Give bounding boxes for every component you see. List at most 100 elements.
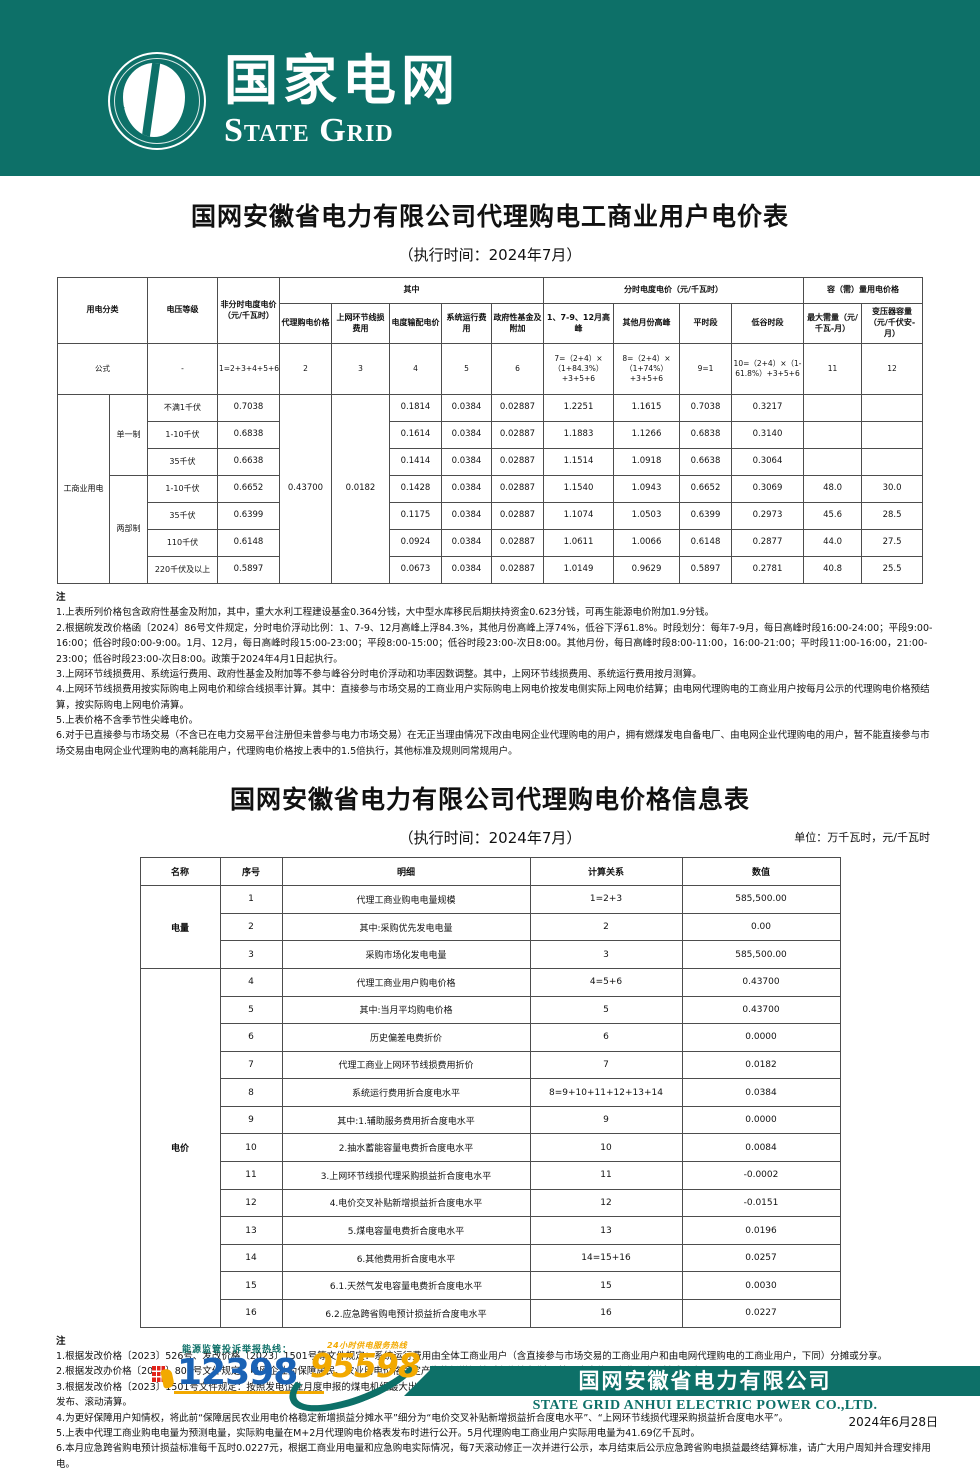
cell-max-demand: 48.0 (803, 475, 863, 503)
note-item: 6.本月应急跨省购电预计损益标准每千瓦时0.0227元，根据工商业用电量和应急购… (56, 1443, 931, 1470)
cell-non-tou: 0.7038 (216, 394, 280, 422)
cell-no: 11 (219, 1161, 283, 1190)
cell-detail: 历史偏差电费折价 (281, 1023, 531, 1052)
cell-valley: 0.2973 (730, 502, 805, 530)
hotline-12398-caption: 能源监管投诉举报热线： (182, 1345, 293, 1355)
hotline-underline (174, 1391, 324, 1395)
table-row: 5 其中:当月平均购电价格 5 0.43700 (140, 995, 841, 1025)
cell-no: 15 (219, 1271, 283, 1301)
formula-non-tou: 1=2+3+4+5+6 (216, 343, 280, 395)
cell-relation: 9 (529, 1105, 683, 1135)
cell-no: 3 (219, 940, 283, 969)
formula-label: 公式 (56, 343, 148, 395)
cell-value: 585,500.00 (681, 885, 841, 914)
table-row: 14 6.其他费用折合度电水平 14=15+16 0.0257 (140, 1243, 841, 1273)
cell-gov-fund: 0.02887 (490, 448, 544, 476)
cell-transmission: 0.0924 (388, 529, 442, 557)
cell-value: 0.43700 (681, 995, 841, 1025)
cell-transformer-cap: 30.0 (861, 475, 924, 503)
th-capacity-group: 容（需）量用电价格 (803, 277, 924, 304)
cell-no: 13 (219, 1216, 283, 1245)
cell-detail: 其中:采购优先发电电量 (281, 912, 531, 942)
table-row: 15 6.1.天然气发电容量电费折合度电水平 15 0.0030 (140, 1271, 841, 1301)
th-gov-fund: 政府性基金及附加 (490, 303, 544, 344)
formula-peak-b: 8=（2+4）×（1+74%）+3+5+6 (612, 343, 680, 395)
cell-relation: 8=9+10+11+12+13+14 (529, 1078, 683, 1107)
cell-system-op: 0.0384 (440, 475, 492, 503)
cell-grid-loss: 0.0182 (330, 394, 390, 584)
cell-detail: 其中:1.辅助服务费用折合度电水平 (281, 1105, 531, 1135)
cell-relation: 16 (529, 1299, 683, 1328)
formula-transformer-cap: 12 (861, 343, 924, 395)
cell-detail: 代理工商业用户购电价格 (281, 967, 531, 997)
cell-peak-a: 1.1074 (542, 502, 614, 530)
cell-transformer-cap: 25.5 (861, 556, 924, 584)
cell-transmission: 0.1614 (388, 421, 442, 449)
state-grid-logo: 国家电网 State Grid (108, 52, 460, 150)
cell-gov-fund: 0.02887 (490, 529, 544, 557)
cell-peak-a: 1.1540 (542, 475, 614, 503)
hotline-12398: 能源监管投诉举报热线： 12398 (152, 1342, 324, 1395)
section2-subtitle: （执行时间：2024年7月） (398, 829, 582, 848)
cell-peak-a: 1.1883 (542, 421, 614, 449)
cell-no: 9 (219, 1105, 283, 1135)
cell-voltage: 不满1千伏 (146, 394, 218, 422)
cell-valley: 0.3217 (730, 394, 805, 422)
th-name: 名称 (139, 857, 221, 887)
banner-swoosh-3 (501, 0, 980, 176)
price-info-table: 名称 序号 明细 计算关系 数值 电量 1 代理工商业购电电量规模 1=2+3 … (139, 857, 841, 1328)
cell-no: 12 (219, 1188, 283, 1218)
cell-no: 4 (219, 967, 283, 997)
table-row: 11 3.上网环节线损代理采购损益折合度电水平 11 -0.0002 (140, 1161, 841, 1190)
cell-relation: 12 (529, 1188, 683, 1218)
cell-no: 1 (219, 885, 283, 914)
cell-relation: 7 (529, 1050, 683, 1080)
cell-detail: 6.2.应急跨省购电预计损益折合度电水平 (281, 1299, 531, 1328)
cell-value: 0.0227 (681, 1299, 841, 1328)
cell-detail: 6.其他费用折合度电水平 (281, 1243, 531, 1273)
cell-system-op: 0.0384 (440, 529, 492, 557)
cell-peak-b: 1.0066 (612, 529, 680, 557)
table-row: 3 采购市场化发电电量 3 585,500.00 (140, 940, 841, 969)
cell-peak-b: 0.9629 (612, 556, 680, 584)
state-grid-globe-icon (108, 52, 206, 150)
cell-system-op: 0.0384 (440, 448, 492, 476)
note-item: 4.上网环节线损费用按实际购电上网电价和综合线损率计算。其中：直接参与市场交易的… (56, 684, 930, 711)
cell-value: 0.0000 (681, 1105, 841, 1135)
cell-gov-fund: 0.02887 (490, 556, 544, 584)
th-agency-price: 代理购电价格 (278, 303, 332, 344)
cell-gov-fund: 0.02887 (490, 502, 544, 530)
th-peak-b: 其他月份高峰 (612, 303, 680, 344)
cell-max-demand (803, 448, 863, 476)
cell-system-op: 0.0384 (440, 556, 492, 584)
table-row: 9 其中:1.辅助服务费用折合度电水平 9 0.0000 (140, 1105, 841, 1135)
note-item: 5.上表中代理工商业购电电量为预测电量，实际购电量在M+2月代理购电价格表发布时… (56, 1427, 701, 1439)
cell-agency-price: 0.43700 (278, 394, 332, 584)
cell-detail: 系统运行费用折合度电水平 (281, 1078, 531, 1107)
section2-unit-note: 单位：万千瓦时，元/千瓦时 (794, 831, 930, 845)
cell-valley: 0.2877 (730, 529, 805, 557)
section-tariff-table: 国网安徽省电力有限公司代理购电工商业用户电价表 （执行时间：2024年7月） 用… (0, 197, 980, 759)
formula-transmission: 4 (388, 343, 442, 395)
cell-system-op: 0.0384 (440, 394, 492, 422)
formula-valley: 10=（2+4）×（1-61.8%）+3+5+6 (730, 343, 805, 395)
cell-flat: 0.6652 (678, 475, 732, 503)
note-item: 2.根据发改办价格〔2021〕809号文件规定：电网企业为保障居民、农业用电价格… (56, 1366, 711, 1378)
footer-company-cn: 国网安徽省电力有限公司 (578, 1369, 832, 1393)
logo-text-cn: 国家电网 (224, 49, 460, 112)
cell-no: 7 (219, 1050, 283, 1080)
table-row: 220千伏及以上 0.5897 0.0673 0.0384 0.02887 1.… (57, 556, 924, 584)
cell-peak-b: 1.0943 (612, 475, 680, 503)
cell-relation: 15 (529, 1271, 683, 1301)
cell-detail: 代理工商业购电电量规模 (281, 885, 531, 914)
cell-transformer-cap (861, 394, 924, 422)
cell-non-tou: 0.6838 (216, 421, 280, 449)
table-row: 16 6.2.应急跨省购电预计损益折合度电水平 16 0.0227 (140, 1299, 841, 1328)
note-item: 2.根据皖发改价格函〔2024〕86号文件规定，分时电价浮动比例：1、7-9、1… (56, 622, 933, 665)
cell-transformer-cap: 27.5 (861, 529, 924, 557)
cell-valley: 0.3069 (730, 475, 805, 503)
cell-value: 0.0030 (681, 1271, 841, 1301)
cell-peak-a: 1.1514 (542, 448, 614, 476)
cell-system-op: 0.0384 (440, 421, 492, 449)
page-footer: 能源监管投诉举报热线： 12398 24小时供电服务热线 95598 国网安徽省… (0, 1321, 980, 1444)
